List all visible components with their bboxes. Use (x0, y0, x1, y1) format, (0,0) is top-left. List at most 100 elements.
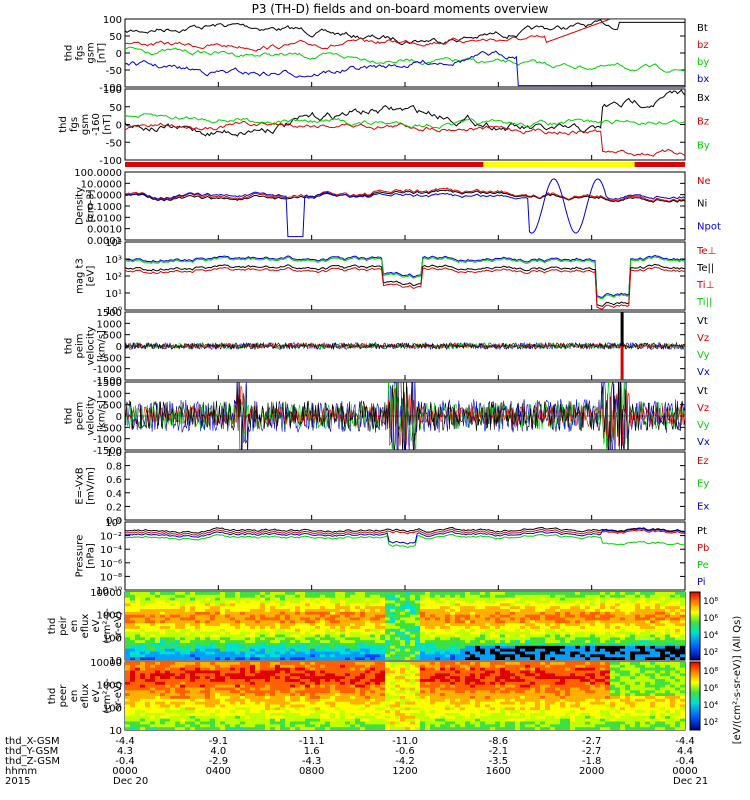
heatmap-cell (345, 687, 351, 691)
heatmap-cell (680, 657, 685, 660)
heatmap-cell (165, 724, 171, 728)
heatmap-cell (270, 713, 276, 717)
legend-ve-1: Vz (697, 403, 709, 414)
heatmap-cell (405, 673, 411, 677)
heatmap-cell (370, 696, 376, 700)
heatmap-cell (250, 707, 256, 711)
heatmap-cell (680, 628, 685, 633)
heatmap-cell (575, 654, 581, 658)
heatmap-cell (345, 662, 351, 666)
heatmap-cell (660, 640, 666, 644)
heatmap-cell (455, 701, 461, 706)
heatmap-cell (280, 664, 286, 669)
heatmap-cell (465, 710, 471, 714)
ylabel-line: [eV] (86, 266, 97, 287)
heatmap-cell (555, 657, 561, 660)
heatmap-cell (290, 643, 296, 647)
heatmap-cell (280, 676, 286, 680)
heatmap-cell (545, 645, 551, 650)
heatmap-cell (625, 634, 631, 638)
heatmap-cell (525, 620, 531, 624)
heatmap-cell (185, 600, 191, 604)
heatmap-cell (275, 667, 281, 672)
heatmap-cell (145, 654, 151, 658)
heatmap-cell (360, 657, 366, 660)
heatmap-cell (215, 684, 221, 689)
heatmap-cell (200, 643, 206, 647)
heatmap-cell (175, 611, 181, 616)
heatmap-cell (460, 628, 466, 633)
heatmap-cell (500, 600, 506, 604)
heatmap-cell (490, 648, 496, 653)
heatmap-cell (440, 687, 446, 691)
heatmap-cell (270, 704, 276, 708)
heatmap-cell (325, 670, 331, 674)
heatmap-cell (315, 623, 321, 627)
heatmap-cell (220, 651, 226, 655)
heatmap-cell (315, 676, 321, 680)
heatmap-cell (540, 634, 546, 638)
heatmap-cell (480, 597, 486, 602)
heatmap-cell (125, 637, 131, 641)
heatmap-cell (590, 637, 596, 641)
heatmap-cell (140, 698, 146, 703)
heatmap-cell (220, 707, 226, 711)
heatmap-cell (135, 626, 141, 630)
heatmap-cell (395, 631, 401, 636)
heatmap-cell (425, 626, 431, 630)
heatmap-cell (335, 701, 341, 706)
heatmap-cell (180, 594, 186, 599)
heatmap-cell (355, 628, 361, 633)
heatmap-cell (215, 651, 221, 655)
heatmap-cell (450, 721, 456, 725)
heatmap-cell (260, 640, 266, 644)
heatmap-cell (450, 640, 456, 644)
heatmap-cell (515, 620, 521, 624)
heatmap-cell (505, 617, 511, 621)
heatmap-cell (380, 693, 386, 697)
heatmap-cell (185, 670, 191, 674)
heatmap-cell (310, 698, 316, 703)
heatmap-cell (440, 654, 446, 658)
heatmap-cell (240, 609, 246, 613)
heatmap-cell (200, 611, 206, 616)
heatmap-cell (280, 707, 286, 711)
heatmap-cell (485, 667, 491, 672)
heatmap-cell (385, 628, 391, 633)
heatmap-cell (365, 654, 371, 658)
heatmap-cell (255, 643, 261, 647)
heatmap-cell (275, 657, 281, 660)
heatmap-cell (480, 609, 486, 613)
heatmap-cell (640, 654, 646, 658)
heatmap-cell (200, 645, 206, 650)
heatmap-cell (600, 648, 606, 653)
heatmap-cell (375, 670, 381, 674)
heatmap-cell (430, 701, 436, 706)
heatmap-cell (530, 597, 536, 602)
heatmap-cell (400, 606, 406, 610)
heatmap-cell (485, 679, 491, 683)
heatmap-cell (250, 623, 256, 627)
heatmap-cell (515, 654, 521, 658)
heatmap-cell (530, 592, 536, 596)
heatmap-cell (410, 690, 416, 694)
heatmap-cell (680, 631, 685, 636)
heatmap-cell (235, 707, 241, 711)
heatmap-cell (235, 637, 241, 641)
heatmap-cell (130, 667, 136, 672)
heatmap-cell (205, 631, 211, 636)
heatmap-cell (495, 687, 501, 691)
heatmap-cell (420, 664, 426, 669)
heatmap-cell (285, 626, 291, 630)
heatmap-cell (590, 643, 596, 647)
heatmap-cell (455, 724, 461, 728)
ytick-label: -1000 (93, 435, 122, 446)
heatmap-cell (200, 690, 206, 694)
heatmap-cell (470, 664, 476, 669)
heatmap-cell (465, 643, 471, 647)
heatmap-cell (455, 679, 461, 683)
heatmap-cell (215, 673, 221, 677)
heatmap-cell (345, 721, 351, 725)
heatmap-cell (370, 662, 376, 666)
heatmap-cell (415, 643, 421, 647)
